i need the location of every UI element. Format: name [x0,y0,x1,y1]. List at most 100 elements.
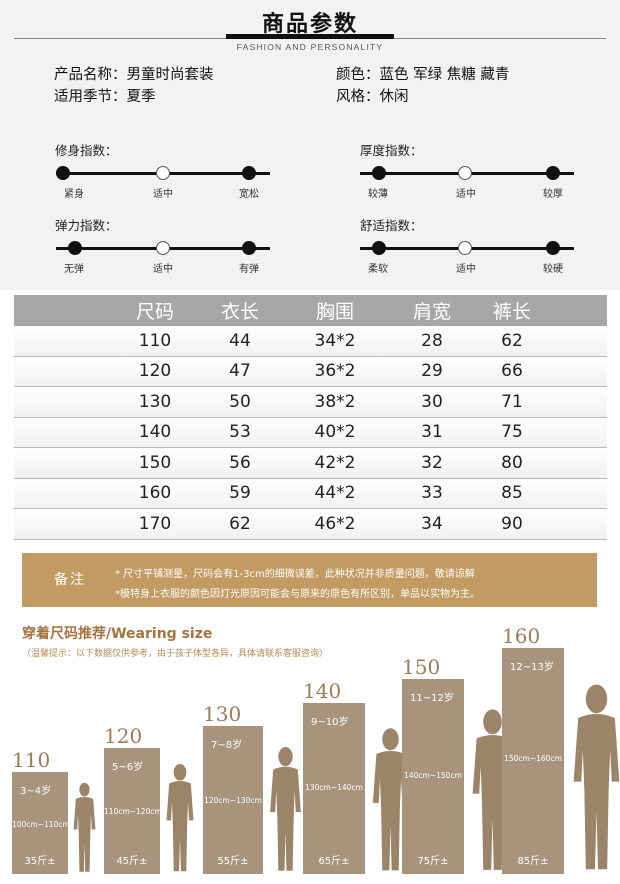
size-table: 尺码 衣长 胸围 肩宽 裤长 110 44 34*2 28 62 120 47 36*2 29 6… [14,295,607,540]
table-cell: 59 [229,483,251,504]
wearing-size-title: 穿着尺码推荐/Wearing size [22,626,213,642]
scale-option: 有弹 [239,264,259,275]
scale-option: 柔软 [368,264,388,275]
scale-dot-selected [458,241,472,255]
weight-range: 85斤± [517,856,549,867]
scale-dot [546,241,560,255]
age-range: 7~8岁 [211,740,243,751]
weight-range: 35斤± [24,856,56,867]
scale-option: 适中 [456,189,476,200]
thickness-index-scale: 较薄 适中 较厚 [360,164,574,200]
size-column: 11~12岁 140cm~150cm 75斤± [402,679,464,874]
age-range: 9~10岁 [311,717,349,728]
table-cell: 130 [138,391,172,412]
header-cell: 衣长 [220,301,259,323]
comfort-index-scale: 柔软 适中 较硬 [360,239,574,275]
table-cell: 62 [229,513,251,534]
scale-dot [56,166,70,180]
height-range: 150cm~160cm [504,754,562,763]
note-line-1: * 尺寸平铺测量，尺码会有1-3cm的细微误差，此种状况并非质量问题，敬请谅解 [115,569,475,580]
scale-dot [242,166,256,180]
style: 风格：休闲 [336,89,409,105]
table-row: 160 59 44*2 33 85 [14,478,607,509]
age-range: 3~4岁 [20,786,52,797]
table-cell: 53 [229,422,251,443]
scale-dot [68,241,82,255]
table-row: 130 50 38*2 30 71 [14,387,607,418]
size-label: 160 [502,624,541,648]
table-cell: 50 [229,391,251,412]
height-range: 140cm~150cm [404,771,462,780]
thickness-index-label: 厚度指数： [360,143,423,158]
table-cell: 46*2 [314,513,356,534]
table-cell: 71 [501,391,523,412]
title-divider-right [394,38,606,39]
header-cell: 裤长 [492,301,531,323]
scale-dot-selected [458,166,472,180]
table-row: 140 53 40*2 31 75 [14,417,607,448]
scale-option: 适中 [456,264,476,275]
product-params-section: 商品参数 FASHION AND PERSONALITY 产品名称：男童时尚套装… [0,0,620,290]
scale-dot [372,166,386,180]
weight-range: 75斤± [417,856,449,867]
table-cell: 34 [421,513,443,534]
product-name: 产品名称：男童时尚套装 [54,67,214,83]
header-cell: 尺码 [135,301,174,323]
age-range: 11~12岁 [410,693,454,704]
table-cell: 44*2 [314,483,356,504]
child-silhouette-icon [573,684,620,870]
table-row: 170 62 46*2 34 90 [14,509,607,540]
size-label: 150 [402,655,441,679]
color-options: 颜色：蓝色 军绿 焦糖 藏青 [336,67,510,83]
size-column: 7~8岁 120cm~130cm 55斤± [203,726,263,874]
size-column: 5~6岁 110cm~120cm 45斤± [104,748,162,874]
weight-range: 55斤± [217,856,249,867]
scale-option: 适中 [153,189,173,200]
scale-option: 紧身 [64,189,84,200]
table-cell: 33 [421,483,443,504]
table-cell: 140 [138,422,172,443]
note-line-2: *模特身上衣服的颜色因灯光原因可能会与原来的原色有所区别，单品以实物为主。 [115,589,480,600]
size-table-body: 110 44 34*2 28 62 120 47 36*2 29 66 130 50 38*2 30 71 1… [14,326,607,540]
size-column: 12~13岁 150cm~160cm 85斤± [502,648,564,874]
child-silhouette-icon [270,747,301,871]
age-range: 5~6岁 [112,762,144,773]
table-cell: 120 [138,361,172,382]
weight-range: 45斤± [116,856,148,867]
ground-strip [0,876,620,884]
header-cell: 胸围 [315,301,354,323]
size-table-header: 尺码 衣长 胸围 肩宽 裤长 [14,295,607,326]
table-cell: 160 [138,483,172,504]
scale-dot [546,166,560,180]
table-cell: 38*2 [314,391,356,412]
table-cell: 75 [501,422,523,443]
size-column: 9~10岁 130cm~140cm 65斤± [303,703,365,874]
child-silhouette-icon [73,782,96,872]
size-label: 120 [104,724,143,748]
size-label: 140 [303,679,342,703]
slim-index-label: 修身指数： [55,143,118,158]
scale-dot-selected [156,241,170,255]
page-title: 商品参数 [261,12,358,37]
table-cell: 31 [421,422,443,443]
table-cell: 42*2 [314,452,356,473]
size-label: 110 [12,748,51,772]
child-silhouette-icon [166,763,194,872]
elasticity-index-scale: 无弹 适中 有弹 [56,239,270,275]
scale-dot [372,241,386,255]
scale-dot-selected [156,166,170,180]
scale-option: 较厚 [543,189,563,200]
table-row: 110 44 34*2 28 62 [14,326,607,357]
table-cell: 40*2 [314,422,356,443]
height-range: 110cm~120cm [104,807,162,816]
scale-option: 宽松 [239,189,259,200]
table-cell: 28 [421,330,443,351]
table-cell: 44 [229,330,251,351]
height-range: 100cm~110cm [12,820,70,829]
table-cell: 29 [421,361,443,382]
scale-option: 较硬 [543,264,563,275]
table-row: 120 47 36*2 29 66 [14,356,607,387]
comfort-index-label: 舒适指数： [360,218,423,233]
table-row: 150 56 42*2 32 80 [14,448,607,479]
table-cell: 150 [138,452,172,473]
